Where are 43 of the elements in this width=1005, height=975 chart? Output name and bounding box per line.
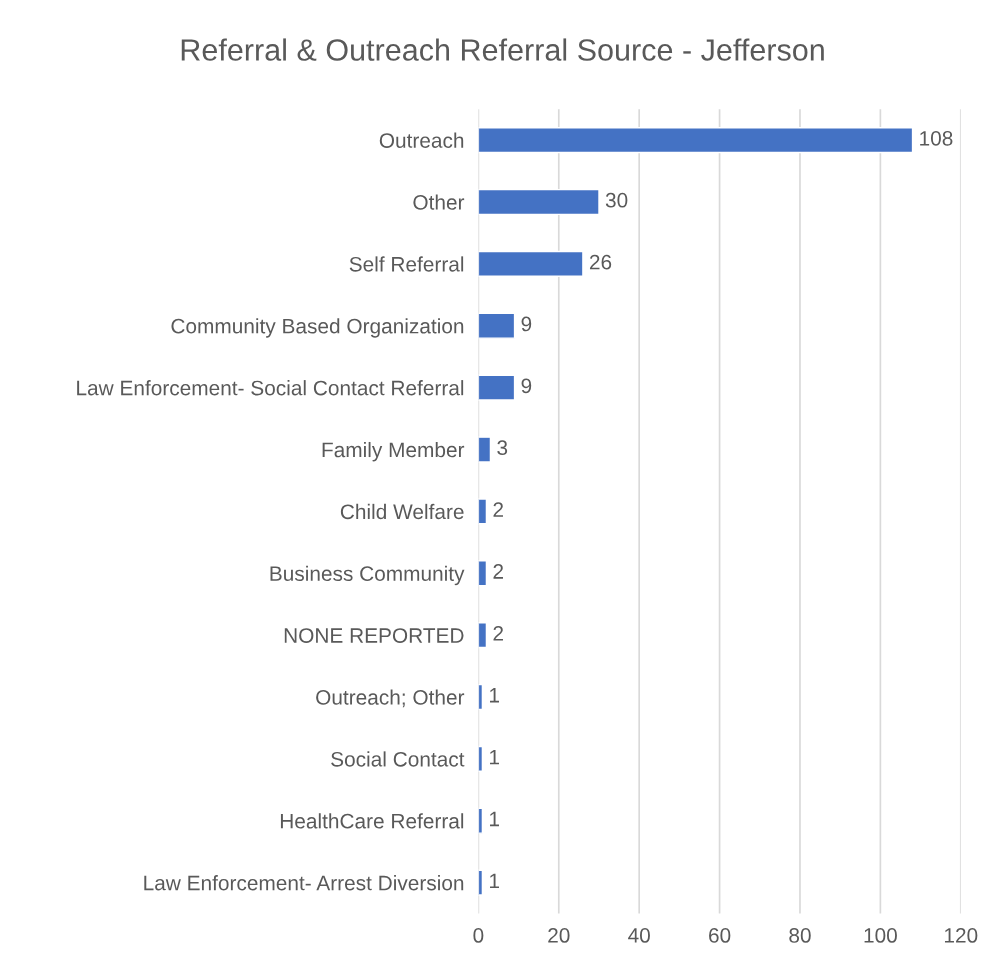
- y-tick-label: Community Based Organization: [171, 318, 464, 338]
- x-tick-label: 40: [628, 928, 650, 943]
- data-label: 3: [497, 440, 508, 456]
- data-label: 2: [493, 564, 503, 579]
- y-tick-label: Law Enforcement- Social Contact Referral: [77, 380, 464, 396]
- y-tick-label: Outreach; Other: [316, 689, 465, 708]
- bar: [478, 188, 600, 216]
- x-tick-label: 60: [709, 928, 731, 943]
- y-tick-label: Family Member: [322, 441, 465, 462]
- data-label: 1: [490, 811, 499, 827]
- y-tick-label: HealthCare Referral: [280, 813, 464, 829]
- bar: [478, 436, 492, 463]
- x-tick-label: 20: [548, 928, 570, 943]
- y-tick-label: Other: [413, 194, 465, 210]
- bar: [478, 312, 516, 339]
- y-tick-label: NONE REPORTED: [284, 628, 464, 643]
- data-label: 26: [589, 254, 612, 270]
- data-label: 9: [521, 316, 532, 332]
- bar: [478, 374, 516, 401]
- y-tick-label: Business Community: [270, 565, 465, 586]
- data-label: 30: [605, 192, 628, 208]
- data-label: 9: [521, 378, 532, 394]
- x-tick-label: 80: [789, 928, 811, 943]
- data-label: 2: [493, 625, 503, 641]
- data-label: 1: [490, 873, 499, 889]
- data-label: 1: [490, 688, 499, 703]
- bar: [478, 127, 914, 154]
- y-tick-label: Outreach: [379, 132, 464, 148]
- data-label: 2: [493, 502, 503, 517]
- y-tick-label: Child Welfare: [340, 503, 464, 520]
- y-tick-label: Social Contact: [331, 751, 465, 767]
- bar: [478, 622, 488, 649]
- data-label: 1: [490, 749, 499, 765]
- y-tick-label: Law Enforcement- Arrest Diversion: [144, 875, 464, 891]
- x-tick-label: 100: [864, 928, 897, 943]
- x-tick-label: 120: [944, 928, 978, 943]
- data-label: 108: [920, 130, 953, 146]
- y-tick-label: Self Referral: [349, 256, 464, 272]
- x-tick-label: 0: [473, 928, 484, 943]
- bar: [478, 498, 488, 525]
- chart-title: Referral & Outreach Referral Source - Jefferson: [181, 38, 824, 61]
- bar: [478, 250, 584, 277]
- bar: [478, 560, 488, 587]
